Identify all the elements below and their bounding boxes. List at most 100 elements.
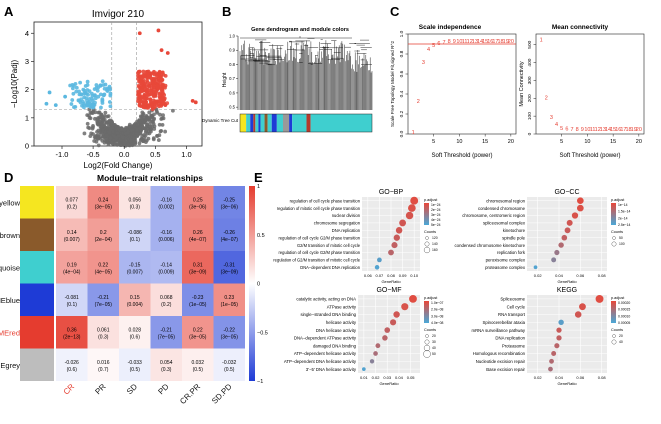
heatmap-cell-value: -0.23 [192, 295, 204, 301]
enrichment-term-label: proteasome complex [485, 265, 526, 270]
soft-threshold-point-label: 11 [590, 127, 596, 133]
enrichment-count-circle [424, 339, 430, 345]
volcano-point [145, 71, 150, 76]
heatmap-cell-pvalue: (3e−09) [189, 269, 207, 275]
enrichment-count-circle [423, 246, 431, 254]
soft-threshold-point-label: 9 [453, 39, 456, 45]
volcano-point [53, 103, 58, 108]
soft-threshold-xtick-label: 20 [636, 139, 642, 145]
module-color-segment [292, 114, 307, 132]
enrichment-xtick-label: 0.02 [534, 375, 543, 380]
volcano-point [115, 143, 120, 147]
dendrogram-tree [239, 36, 373, 110]
heatmap-col-label: PR [93, 382, 107, 396]
enrichment-dotplots: GO−BP0.06 0.07 0.08 0.09 0.10GeneRatioregula… [273, 189, 630, 386]
heatmap-cell-value: 0.15 [130, 295, 140, 301]
volcano-point [143, 93, 147, 98]
heatmap-cell [182, 283, 214, 316]
dendrogram-title: Gene dendrogram and module colors [251, 27, 349, 33]
enrichment-term-label: Spliceosome [500, 297, 525, 302]
volcano-point [63, 94, 68, 99]
enrichment-legend-tick: 5e−24 [431, 223, 441, 227]
soft-threshold-point-label: 13 [600, 127, 606, 133]
soft-threshold-point-label: 20 [508, 39, 514, 45]
enrichment-xtick-label: 0.06 [364, 273, 373, 278]
enrichment-term-label: DNA replication [495, 336, 525, 341]
heatmap-cell-value: -0.15 [129, 262, 141, 268]
volcano-point [171, 108, 175, 113]
volcano-point [136, 92, 141, 96]
heatmap-cell [119, 316, 151, 349]
heatmap-cell-value: 0.032 [191, 360, 204, 366]
soft-threshold-ytick-label: 200 [527, 94, 533, 102]
volcano-point [163, 129, 168, 134]
heatmap-cell-value: -0.25 [224, 197, 236, 203]
module-color-bar-frame [239, 113, 373, 133]
module-color-segment [260, 114, 265, 132]
heatmap-cell [119, 251, 151, 284]
volcano-point [157, 69, 162, 74]
enrichment-term-label: single−stranded DNA binding [300, 312, 356, 317]
mean-connectivity-title: Mean connectivity [552, 24, 609, 31]
soft-threshold-ytick-label: 0 [527, 132, 533, 135]
volcano-point [105, 86, 110, 91]
volcano-point [134, 132, 139, 137]
enrichment-count-label: 160 [432, 248, 438, 252]
enrichment-dot [564, 227, 571, 234]
heatmap-cell [182, 251, 214, 284]
enrichment-xtick-label: 0.08 [598, 375, 607, 380]
panel-letter-a: A [4, 4, 14, 19]
heatmap-cell-pvalue: (4e−07) [189, 237, 207, 243]
enrichment-xtick-label: 0.02 [372, 375, 381, 380]
module-color-segment [250, 114, 254, 132]
volcano-point [142, 115, 147, 120]
volcano-point [151, 76, 156, 81]
enrichment-term-label: spliceosomal complex [483, 221, 526, 226]
heatmap-cell-value: -0.22 [224, 327, 236, 333]
soft-threshold-ytick-label: 1.0 [399, 30, 405, 37]
dendrogram-branches [239, 36, 373, 110]
volcano-point [89, 103, 94, 108]
volcano-point [111, 129, 115, 134]
volcano-point [108, 93, 113, 98]
volcano-point [94, 139, 99, 144]
enrichment-dot [558, 242, 564, 248]
enrichment-legend-tick: 1e−14 [618, 203, 628, 207]
soft-threshold-point-label: 17 [492, 39, 498, 45]
soft-threshold-xtick-label: 20 [508, 139, 514, 145]
heatmap-cell [150, 251, 182, 284]
soft-threshold-point-label: 7 [442, 40, 445, 46]
enrichment-count-circle [423, 344, 431, 352]
volcano-point [143, 101, 148, 106]
enrichment-term-label: helicase activity [326, 320, 357, 325]
enrichment-xtick-label: 0.02 [534, 273, 543, 278]
volcano-point [190, 99, 195, 103]
volcano-point [141, 88, 145, 93]
enrichment-legend-tick: 0.00020 [618, 301, 630, 305]
volcano-point [110, 140, 115, 145]
enrichment-legend-tick: 4.0e−08 [431, 321, 443, 325]
heatmap-cell [213, 348, 245, 381]
enrichment-dot [533, 265, 538, 270]
volcano-point [120, 135, 125, 140]
enrichment-legend-tick: 2.0e−08 [431, 308, 443, 312]
heatmap-cell [150, 283, 182, 316]
enrichment-xtick-label: 0.07 [376, 273, 385, 278]
enrichment-dot [554, 249, 560, 256]
enrichment-term-label: replication fork [497, 250, 526, 255]
enrichment-xtick-label: 0.04 [395, 375, 404, 380]
enrichment-count-label: 50 [432, 352, 436, 356]
soft-threshold-point-label: 5 [432, 43, 435, 49]
heatmap-cell [150, 186, 182, 219]
module-color-segment [271, 114, 277, 132]
heatmap-col-label: PD [156, 382, 170, 396]
volcano-point [85, 121, 90, 126]
heatmap-cell [87, 348, 119, 381]
volcano-point [104, 133, 109, 138]
heatmap-cell [182, 186, 214, 219]
volcano-point [97, 110, 102, 115]
volcano-point [133, 140, 137, 145]
volcano-point [94, 83, 99, 87]
enrichment-dot [577, 204, 584, 212]
heatmap-cell [213, 186, 245, 219]
